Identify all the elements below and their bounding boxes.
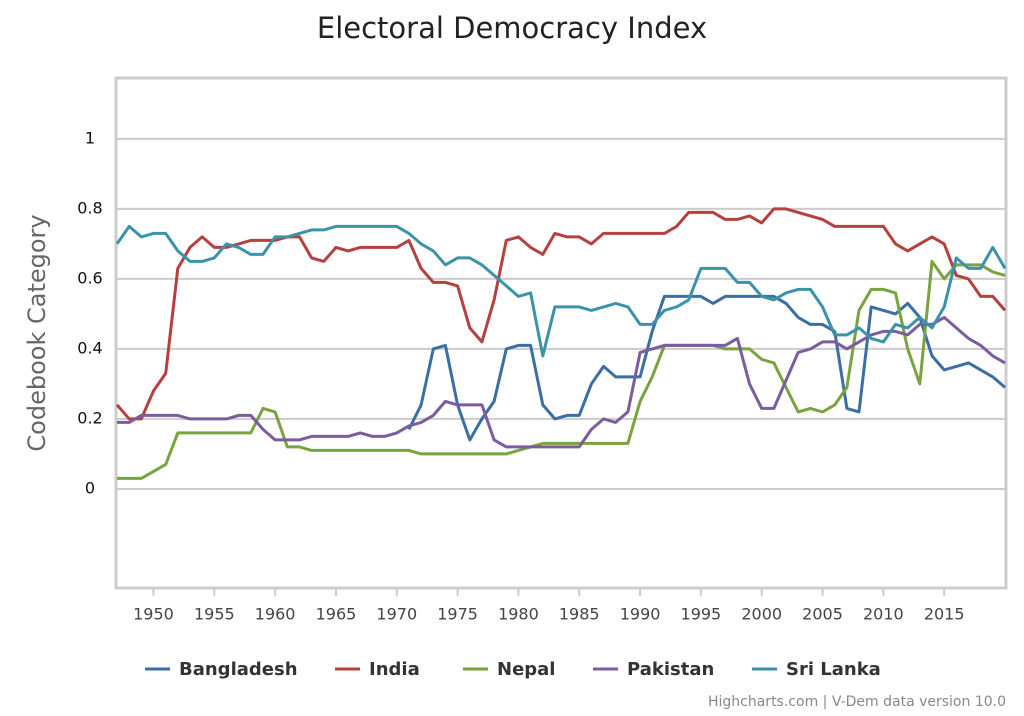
x-tick-label: 1950 bbox=[133, 605, 174, 624]
legend-label: Nepal bbox=[497, 659, 555, 680]
y-tick-label: 0 bbox=[85, 478, 95, 497]
y-tick-label: 0.4 bbox=[77, 338, 102, 357]
x-tick-label: 2015 bbox=[924, 605, 965, 624]
x-tick-label: 1960 bbox=[255, 605, 296, 624]
y-tick-label: 1 bbox=[85, 128, 95, 147]
x-tick-label: 2000 bbox=[741, 605, 782, 624]
series-line bbox=[117, 315, 1006, 449]
chart-title: Electoral Democracy Index bbox=[317, 11, 707, 45]
y-tick-label: 0.8 bbox=[77, 198, 102, 217]
y-tick-label: 0.2 bbox=[77, 408, 102, 427]
x-tick-label: 1980 bbox=[498, 605, 539, 624]
series-line bbox=[117, 259, 1006, 480]
series-line bbox=[115, 207, 1007, 421]
series-line bbox=[115, 224, 1007, 358]
y-tick-label: 0.6 bbox=[77, 268, 102, 287]
x-tick-label: 1975 bbox=[437, 605, 478, 624]
x-tick-label: 2010 bbox=[863, 605, 904, 624]
x-tick-label: 1970 bbox=[376, 605, 417, 624]
legend-label: Sri Lanka bbox=[786, 659, 881, 680]
x-tick-label: 2005 bbox=[802, 605, 843, 624]
x-tick-label: 1990 bbox=[620, 605, 661, 624]
x-tick-label: 1965 bbox=[316, 605, 357, 624]
legend-label: Bangladesh bbox=[179, 659, 298, 680]
x-tick-label: 1955 bbox=[194, 605, 235, 624]
y-axis-title: Codebook Category bbox=[23, 214, 51, 451]
credits: Highcharts.com | V-Dem data version 10.0 bbox=[708, 694, 1006, 710]
plot-border bbox=[114, 76, 1008, 590]
legend-label: India bbox=[369, 659, 420, 680]
legend-label: Pakistan bbox=[627, 659, 714, 680]
x-tick-label: 1995 bbox=[681, 605, 722, 624]
x-tick-label: 1985 bbox=[559, 605, 600, 624]
series-line bbox=[407, 294, 1006, 442]
